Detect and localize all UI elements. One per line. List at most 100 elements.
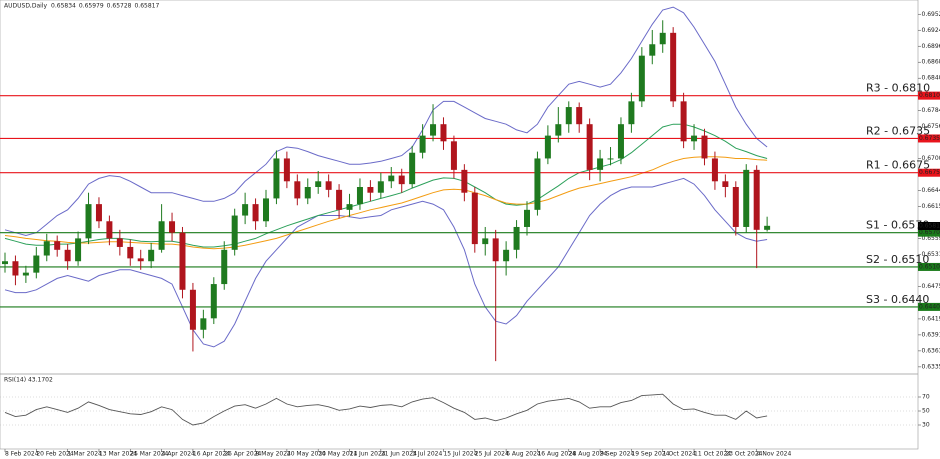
candle-body [492, 238, 499, 262]
x-tick-label: 11 Jun 2024 [350, 451, 386, 458]
candle-body [450, 141, 457, 170]
y-tick-label: 0.64190 [922, 315, 940, 322]
candle-body [283, 158, 290, 182]
level-axis-box [918, 302, 940, 311]
overlay-line [4, 6, 768, 237]
x-tick-label: 26 Apr 2024 [224, 451, 261, 458]
y-tick-label: 0.63910 [922, 331, 940, 338]
candle-body [242, 204, 249, 216]
y-tick-label: 0.68965 [922, 43, 940, 50]
overlay-line [4, 156, 768, 250]
x-tick-label: 20 Feb 2024 [36, 451, 74, 458]
candle-body [544, 135, 551, 159]
candle-body [576, 107, 583, 125]
x-tick-label: 3 Jul 2024 [412, 451, 442, 458]
x-tick-label: 28 Aug 2024 [569, 451, 608, 458]
candle-body [263, 198, 269, 222]
y-tick-label: 0.66155 [922, 203, 940, 210]
y-tick-label: 0.68685 [922, 59, 940, 66]
candle-body [670, 32, 677, 102]
candle-body [711, 158, 718, 182]
current-price-box [918, 221, 940, 230]
x-tick-label: 13 Mar 2024 [99, 451, 137, 458]
candle-body [315, 181, 322, 187]
candle-body [148, 249, 155, 262]
rsi-tick-label: 30 [922, 422, 930, 429]
y-tick-label: 0.63350 [922, 363, 940, 370]
y-tick-label: 0.65315 [922, 251, 940, 258]
candle-body [200, 318, 207, 330]
level-label: S3 - 0.6440 [866, 293, 929, 306]
header-value: 0.65979 [79, 3, 104, 10]
candle-body [127, 246, 134, 259]
candle-body [649, 44, 656, 56]
level-axis-box [918, 168, 940, 177]
candle-body [367, 187, 374, 193]
level-axis-box [918, 228, 940, 237]
candle-body [701, 135, 708, 159]
x-tick-label: 30 May 2024 [318, 451, 357, 458]
level-label: R2 - 0.6735 [866, 124, 930, 137]
candle-body [534, 158, 541, 210]
level-label: S1 - 0.6570 [866, 219, 929, 232]
x-tick-label: 8 Feb 2024 [5, 451, 39, 458]
candle-body [398, 175, 405, 185]
candle-body [440, 124, 447, 142]
candle-body [388, 175, 395, 182]
candle-body [732, 187, 739, 227]
candle-body [64, 249, 71, 262]
candle-body [33, 255, 40, 273]
y-tick-label: 0.65595 [922, 235, 940, 242]
candle-body [158, 221, 165, 250]
y-tick-label: 0.63630 [922, 347, 940, 354]
candle-body [43, 241, 50, 256]
candle-body [377, 181, 384, 193]
y-tick-label: 0.68405 [922, 75, 940, 82]
rsi-line [4, 393, 768, 426]
candle-body [169, 221, 176, 233]
header-value: 0.65834 [51, 3, 76, 10]
candle-body [210, 284, 217, 319]
x-tick-label: 4 Apr 2024 [162, 451, 195, 458]
level-label: S2 - 0.6510 [866, 253, 929, 266]
rsi-title: RSI(14) 43.1702 [4, 377, 53, 384]
candle-body [743, 169, 750, 227]
x-tick-label: 16 Aug 2024 [537, 451, 576, 458]
candle-body [325, 181, 332, 190]
candle-body [419, 135, 426, 153]
level-axis-box [918, 262, 940, 271]
plot-frame [0, 0, 919, 450]
candle-body [680, 101, 687, 142]
candle-body [691, 135, 698, 142]
header-value: 0.65817 [134, 3, 159, 10]
x-tick-label: 16 Apr 2024 [193, 451, 230, 458]
candle-body [659, 32, 666, 45]
candle-body [430, 124, 437, 136]
candle-body [189, 289, 196, 330]
candle-body [764, 225, 771, 230]
y-tick-label: 0.64755 [922, 283, 940, 290]
x-tick-label: 25 Jul 2024 [475, 451, 509, 458]
candle-body [336, 189, 343, 210]
rsi-tick-label: 50 [922, 408, 930, 415]
candle-body [617, 124, 624, 159]
candle-body [116, 238, 123, 247]
candle-body [231, 215, 238, 250]
y-tick-label: 0.66440 [922, 187, 940, 194]
candle-body [221, 249, 228, 285]
candle-body [273, 158, 280, 199]
candle-body [503, 249, 510, 262]
candle-body [722, 181, 729, 187]
level-label: R1 - 0.6675 [866, 159, 930, 172]
x-tick-label: 23 Oct 2024 [725, 451, 762, 458]
x-tick-label: 19 Sep 2024 [631, 451, 669, 458]
x-tick-label: 6 Aug 2024 [506, 451, 541, 458]
candle-body [95, 204, 102, 222]
level-axis-box [918, 134, 940, 143]
candle-body [252, 204, 259, 222]
x-tick-label: 15 Jul 2024 [443, 451, 477, 458]
